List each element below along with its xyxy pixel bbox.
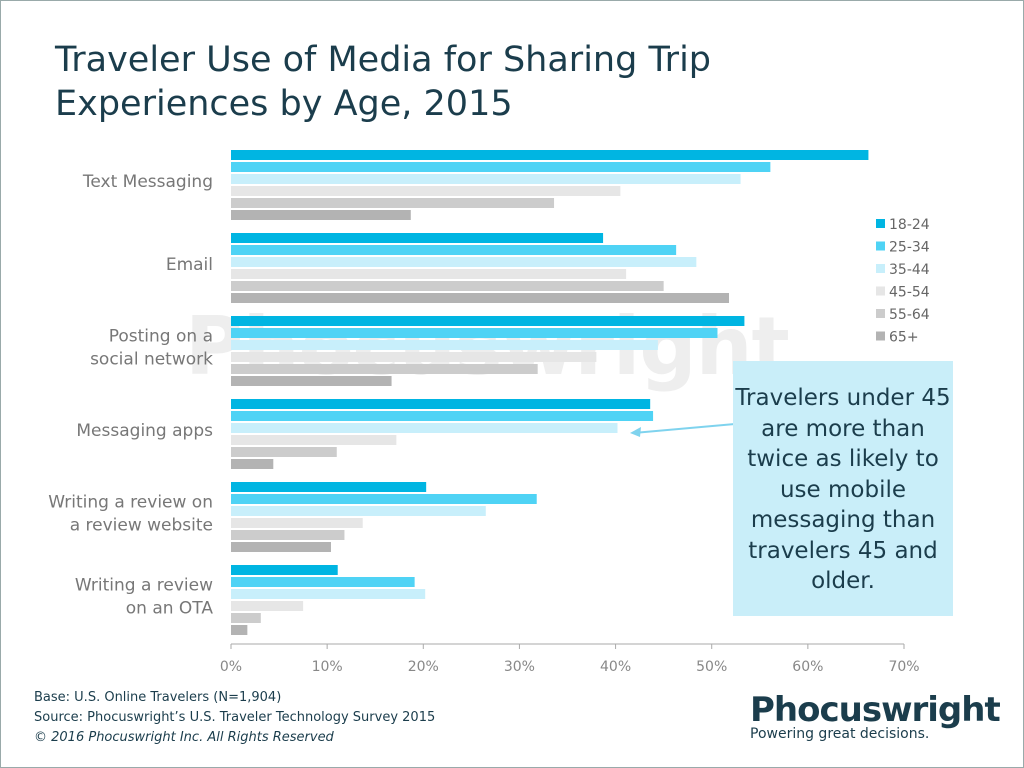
- x-tick-label: 50%: [696, 659, 727, 675]
- bar: [231, 269, 627, 279]
- bar: [231, 245, 677, 255]
- bar: [231, 518, 363, 528]
- legend-swatch: [876, 264, 885, 273]
- bar: [231, 340, 658, 350]
- bar: [231, 423, 618, 433]
- bar: [231, 316, 745, 326]
- x-tick-label: 30%: [504, 659, 535, 675]
- category-label: Writing a review: [75, 576, 213, 596]
- bar: [231, 411, 654, 421]
- bar: [231, 186, 621, 196]
- logo: Phocuswright Powering great decisions.: [750, 690, 1001, 742]
- category-label: a review website: [70, 516, 213, 536]
- callout-box: Travelers under 45 are more than twice a…: [733, 361, 953, 616]
- bar: [231, 435, 397, 445]
- x-tick-label: 0%: [220, 659, 242, 675]
- footer-base: Base: U.S. Online Travelers (N=1,904): [34, 690, 282, 705]
- footer-copyright: © 2016 Phocuswright Inc. All Rights Rese…: [34, 730, 334, 745]
- category-label: Text Messaging: [82, 172, 213, 192]
- title-line: Experiences by Age, 2015: [55, 84, 513, 124]
- legend-label: 65+: [889, 330, 919, 346]
- x-tick-label: 40%: [600, 659, 631, 675]
- category-label: Messaging apps: [76, 421, 213, 441]
- bar: [231, 482, 427, 492]
- legend-label: 18-24: [889, 217, 930, 233]
- logo-name: Phocuswright: [750, 690, 1001, 730]
- bar: [231, 589, 426, 599]
- bar: [231, 459, 274, 469]
- bar: [231, 150, 869, 160]
- bar: [231, 399, 651, 409]
- bar: [231, 565, 338, 575]
- x-tick-label: 70%: [888, 659, 919, 675]
- chart-title: Traveler Use of Media for Sharing Trip E…: [55, 38, 855, 126]
- title-line: Traveler Use of Media for Sharing Trip: [55, 40, 712, 80]
- bar: [231, 328, 718, 338]
- x-tick-label: 20%: [408, 659, 439, 675]
- bar: [231, 530, 345, 540]
- footer-source: Source: Phocuswright’s U.S. Traveler Tec…: [34, 710, 436, 725]
- bar: [231, 577, 415, 587]
- bar: [231, 281, 664, 291]
- bar: [231, 198, 555, 208]
- legend-swatch: [876, 309, 885, 318]
- category-label: Email: [166, 255, 213, 275]
- legend-swatch: [876, 331, 885, 341]
- x-tick-label: 10%: [312, 659, 343, 675]
- bar: [231, 257, 697, 267]
- bar: [231, 613, 261, 623]
- legend-swatch: [876, 219, 885, 228]
- logo-tagline: Powering great decisions.: [750, 726, 930, 742]
- bar: [231, 233, 604, 243]
- bar: [231, 494, 537, 504]
- legend-label: 55-64: [889, 307, 930, 323]
- bar: [231, 174, 741, 184]
- footer: Base: U.S. Online Travelers (N=1,904) So…: [34, 688, 435, 748]
- legend-swatch: [876, 241, 885, 251]
- x-tick-label: 60%: [792, 659, 823, 675]
- bar: [231, 542, 331, 552]
- bar: [231, 601, 304, 611]
- bar: [231, 293, 730, 303]
- bar: [231, 506, 486, 516]
- bar: [231, 352, 597, 362]
- legend-label: 35-44: [889, 262, 930, 278]
- callout-arrow: [633, 423, 736, 434]
- category-label: social network: [90, 350, 213, 370]
- bar: [231, 447, 337, 457]
- category-label: on an OTA: [126, 599, 214, 619]
- category-label: Posting on a: [109, 327, 213, 347]
- arrow-head-icon: [630, 427, 641, 437]
- legend-label: 25-34: [889, 240, 930, 256]
- bar: [231, 376, 392, 386]
- bar: [231, 625, 248, 635]
- legend-label: 45-54: [889, 285, 930, 301]
- category-label: Writing a review on: [48, 493, 213, 513]
- legend-swatch: [876, 286, 885, 296]
- bar: [231, 162, 771, 172]
- bar: [231, 210, 411, 220]
- bar: [231, 364, 538, 374]
